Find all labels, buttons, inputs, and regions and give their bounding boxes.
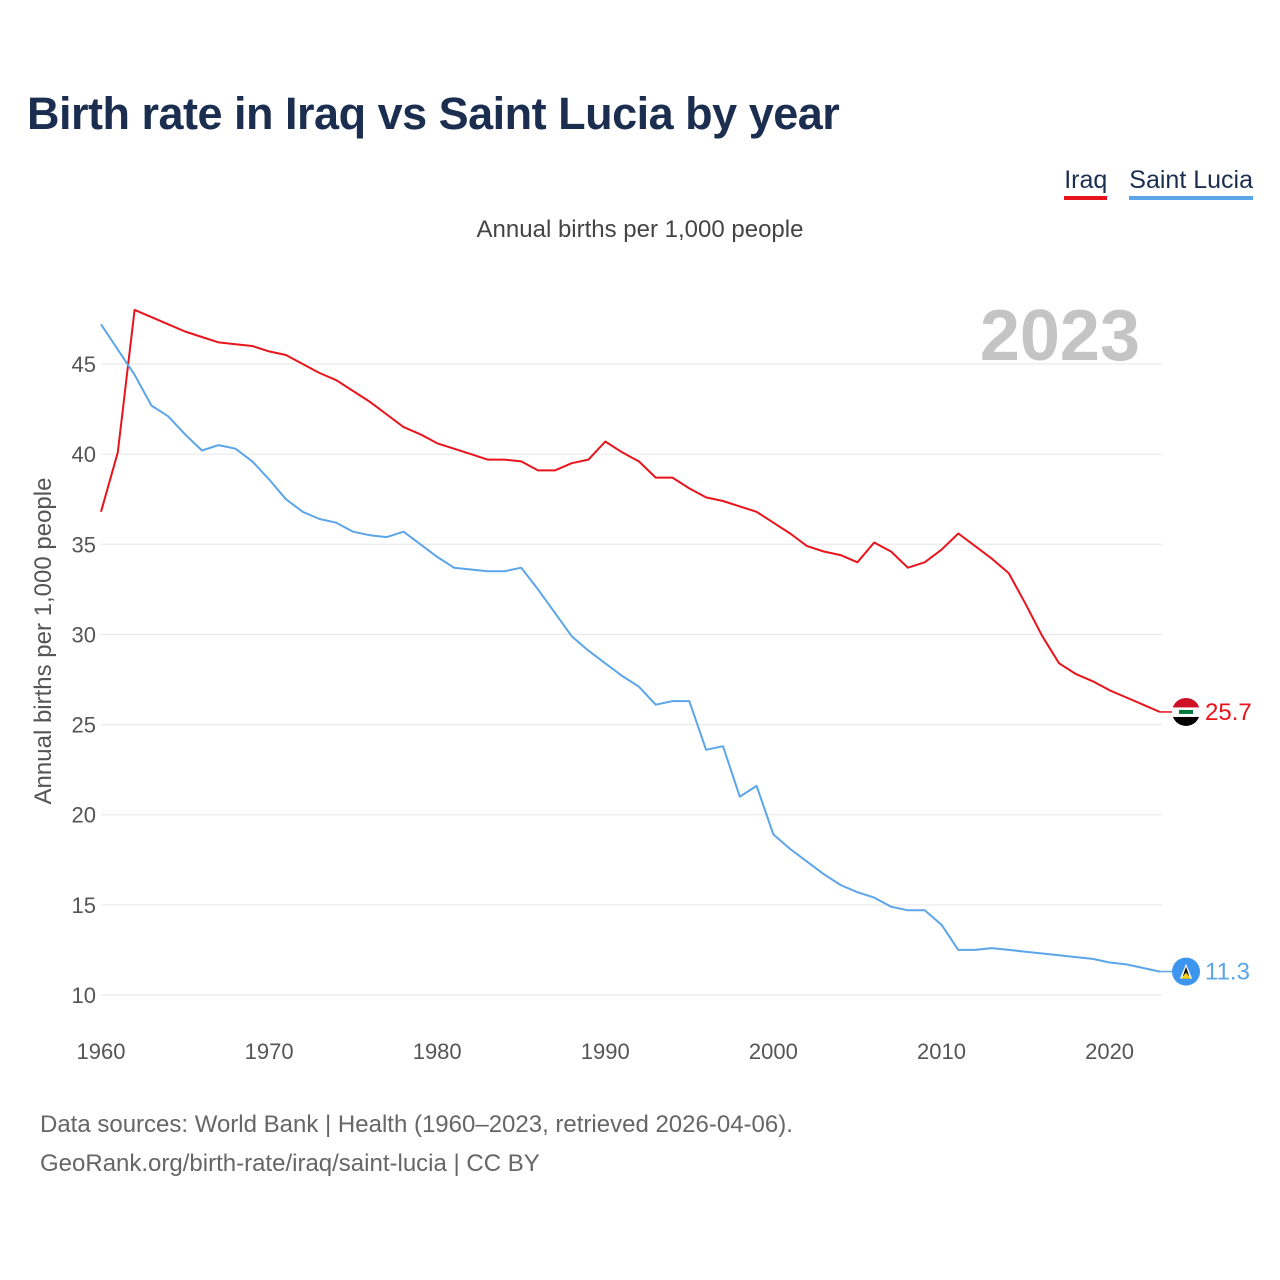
footer-sources: Data sources: World Bank | Health (1960–… xyxy=(40,1111,793,1138)
year-watermark: 2023 xyxy=(980,296,1140,376)
footer-link[interactable]: GeoRank.org/birth-rate/iraq/saint-lucia … xyxy=(40,1150,540,1177)
x-tick-label-2000: 2000 xyxy=(749,1039,798,1064)
saint-lucia-flag-icon xyxy=(1172,957,1200,986)
y-tick-label-25: 25 xyxy=(72,713,96,738)
series-line-iraq xyxy=(100,308,1161,713)
x-tick-label-2020: 2020 xyxy=(1085,1039,1134,1064)
legend-item-iraq[interactable]: Iraq xyxy=(1064,166,1108,200)
series-lines xyxy=(100,308,1161,973)
y-axis-ticks: 10 15 20 25 30 35 40 45 xyxy=(72,352,96,1008)
gridlines xyxy=(101,363,1162,996)
x-tick-label-1960: 1960 xyxy=(77,1039,126,1064)
legend-item-saint-lucia[interactable]: Saint Lucia xyxy=(1129,166,1253,200)
x-tick-label-1980: 1980 xyxy=(413,1039,462,1064)
y-tick-label-40: 40 xyxy=(72,442,96,467)
iraq-flag-icon xyxy=(1172,697,1200,726)
legend: Iraq Saint Lucia xyxy=(1064,166,1253,200)
end-markers: 25.7 11.3 xyxy=(1160,697,1252,986)
y-tick-label-10: 10 xyxy=(72,983,96,1008)
chart-subtitle: Annual births per 1,000 people xyxy=(476,216,804,243)
end-value-label-saint-lucia: 11.3 xyxy=(1205,959,1250,986)
x-axis-ticks: 1960 1970 1980 1990 2000 2010 2020 xyxy=(77,1039,1135,1064)
y-tick-label-15: 15 xyxy=(72,893,96,918)
series-line-saint-lucia xyxy=(100,323,1161,973)
x-tick-label-2010: 2010 xyxy=(917,1039,966,1064)
y-tick-label-35: 35 xyxy=(72,532,96,557)
y-tick-label-45: 45 xyxy=(72,352,96,377)
end-value-label-iraq: 25.7 xyxy=(1205,699,1252,726)
x-tick-label-1970: 1970 xyxy=(245,1039,294,1064)
footer: Data sources: World Bank | Health (1960–… xyxy=(40,1105,793,1183)
chart-title: Birth rate in Iraq vs Saint Lucia by yea… xyxy=(27,88,840,139)
x-tick-label-1990: 1990 xyxy=(581,1039,630,1064)
y-tick-label-30: 30 xyxy=(72,622,96,647)
y-axis-label: Annual births per 1,000 people xyxy=(30,478,57,805)
y-tick-label-20: 20 xyxy=(72,803,96,828)
